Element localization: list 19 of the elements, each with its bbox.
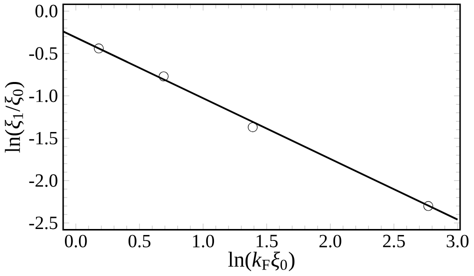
y-axis-title: ln(ξ$_{1}$/ξ$_{0}$) bbox=[4, 82, 24, 153]
y-tick-label: -2.0 bbox=[29, 174, 58, 187]
point bbox=[94, 44, 104, 54]
x-tick-label: 2.0 bbox=[319, 234, 342, 248]
point bbox=[248, 122, 258, 132]
y-tick-label: -1.0 bbox=[29, 90, 58, 102]
x-tick-label: 2.5 bbox=[383, 234, 405, 248]
x-tick-label: 1.0 bbox=[193, 234, 214, 248]
y-tick-label: -1.5 bbox=[29, 132, 58, 145]
x-tick-label: 3.0 bbox=[446, 234, 468, 248]
x-axis-title: ln(k$_{F}$ξ$_{0}$) bbox=[228, 252, 294, 272]
y-tick-label: -0.5 bbox=[29, 47, 58, 60]
y-tick-label: 0.0 bbox=[35, 4, 58, 18]
y-tick-label: -2.5 bbox=[29, 216, 58, 230]
x-tick-label: 0.0 bbox=[64, 234, 87, 248]
x-tick-label: 0.5 bbox=[128, 234, 150, 248]
point bbox=[158, 71, 169, 82]
x-tick-label: 1.5 bbox=[256, 234, 278, 248]
point bbox=[423, 201, 434, 211]
